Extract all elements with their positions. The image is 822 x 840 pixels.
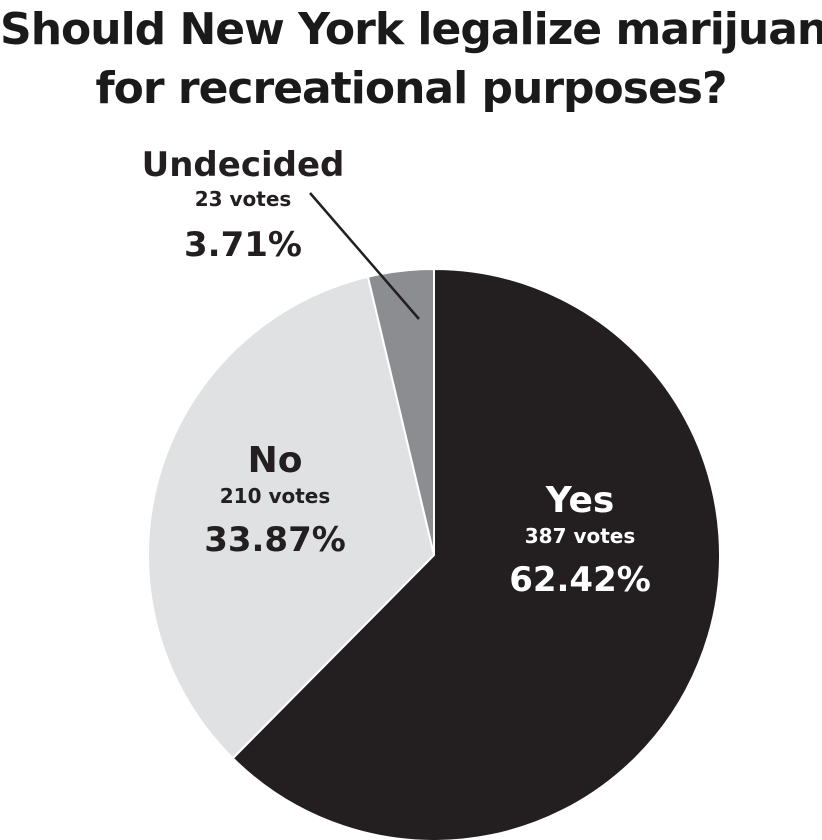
no-slice-name: No <box>248 440 303 481</box>
chart-title: Should New York legalize marijuana for r… <box>0 0 822 118</box>
pie-slice-no <box>147 275 436 760</box>
undecided-slice-votes: 23 votes <box>195 187 292 211</box>
undecided-leader-line <box>309 192 420 320</box>
yes-label-group: Yes 387 votes 62.42% <box>509 480 651 600</box>
chart-title-line-2: for recreational purposes? <box>95 63 728 114</box>
yes-slice-name: Yes <box>545 480 615 521</box>
undecided-slice-percent: 3.71% <box>184 225 302 265</box>
yes-slice-votes: 387 votes <box>525 524 636 548</box>
no-slice-percent: 33.87% <box>204 520 346 560</box>
pie-slice-yes <box>231 267 721 840</box>
no-slice-votes: 210 votes <box>220 484 331 508</box>
yes-slice-percent: 62.42% <box>509 560 651 600</box>
undecided-slice-name: Undecided <box>142 145 345 185</box>
pie-slices <box>147 267 721 840</box>
pie-slice-undecided <box>366 267 435 556</box>
chart-title-line-1: Should New York legalize marijuana <box>0 4 822 55</box>
no-label-group: No 210 votes 33.87% <box>204 440 346 560</box>
undecided-label-group: Undecided 23 votes 3.71% <box>142 145 345 265</box>
